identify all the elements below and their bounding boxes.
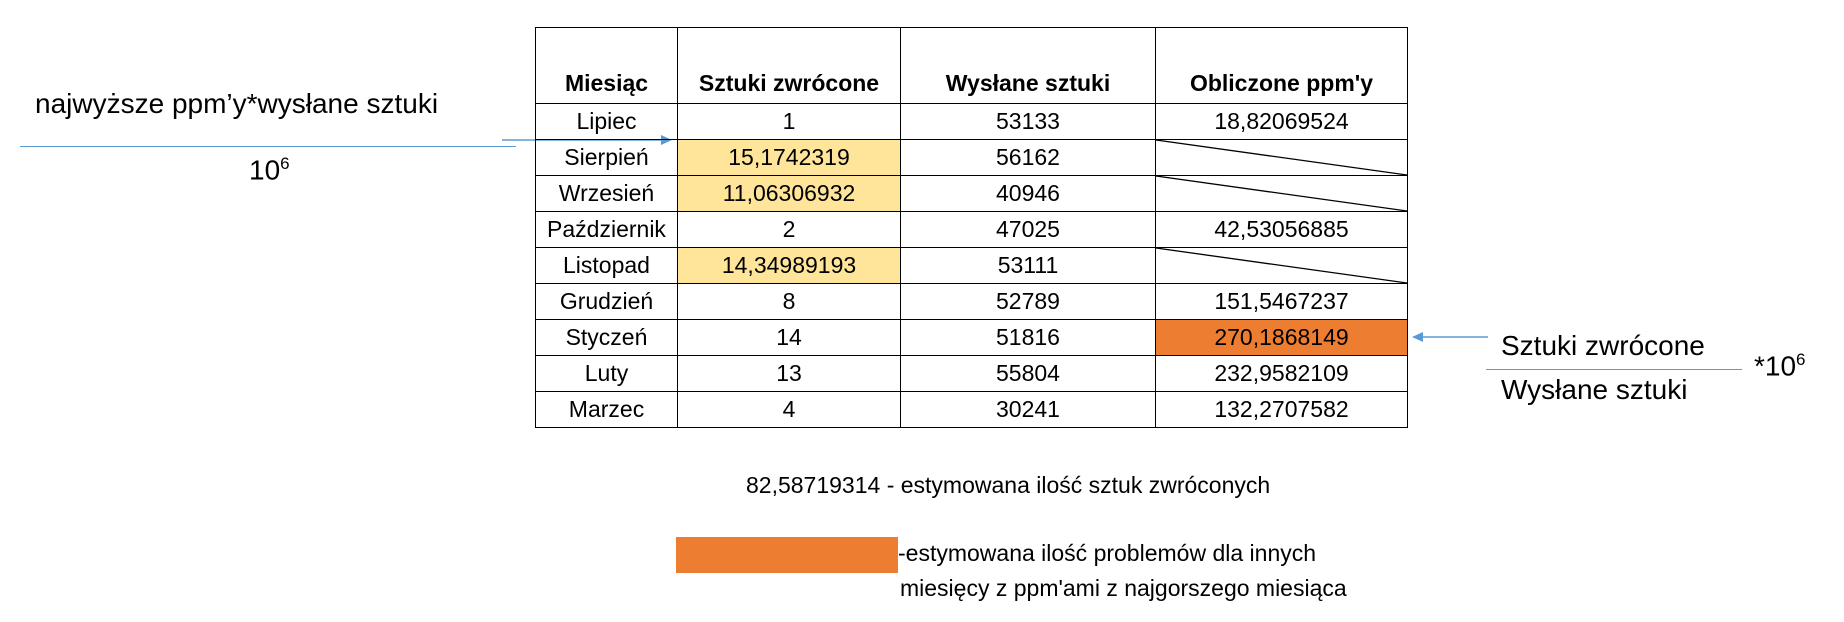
cell-month: Lipiec — [535, 103, 678, 140]
estimate-line: 82,58719314 - estymowana ilość sztuk zwr… — [746, 472, 1271, 498]
cell-shipped: 56162 — [900, 139, 1156, 176]
table-row: Styczeń 14 51816 270,1868149 — [535, 319, 1408, 356]
cell-ppm: 151,5467237 — [1155, 283, 1408, 320]
cell-ppm: 42,53056885 — [1155, 211, 1408, 248]
diagonal-slash — [1156, 248, 1407, 283]
table-row: Sierpień 15,1742319 56162 — [535, 139, 1408, 176]
cell-shipped: 51816 — [900, 319, 1156, 356]
right-formula-multiplier: *106 — [1754, 350, 1806, 382]
table-row: Lipiec 1 53133 18,82069524 — [535, 103, 1408, 140]
left-formula-fraction-line — [20, 146, 516, 147]
cell-month: Marzec — [535, 391, 678, 428]
cell-ppm: 132,2707582 — [1155, 391, 1408, 428]
cell-returned: 4 — [677, 391, 901, 428]
cell-returned-estimated: 11,06306932 — [677, 175, 901, 212]
legend-swatch-orange — [676, 537, 898, 573]
right-formula-fraction-line — [1486, 369, 1742, 370]
table-row: Luty 13 55804 232,9582109 — [535, 355, 1408, 392]
table-row: Grudzień 8 52789 151,5467237 — [535, 283, 1408, 320]
header-ppm: Obliczone ppm'y — [1155, 27, 1408, 104]
diagonal-slash — [1156, 140, 1407, 175]
cell-returned: 14 — [677, 319, 901, 356]
diagonal-slash — [1156, 176, 1407, 211]
cell-returned-estimated: 15,1742319 — [677, 139, 901, 176]
cell-shipped: 47025 — [900, 211, 1156, 248]
right-arrow — [1412, 332, 1488, 342]
ppm-table: Miesiąc Sztuki zwrócone Wysłane sztuki O… — [535, 27, 1408, 428]
cell-returned: 1 — [677, 103, 901, 140]
left-formula-denominator: 106 — [249, 154, 290, 186]
cell-ppm: 232,9582109 — [1155, 355, 1408, 392]
header-returned: Sztuki zwrócone — [677, 27, 901, 104]
legend-line-1: -estymowana ilość problemów dla innych — [898, 540, 1317, 566]
cell-month: Sierpień — [535, 139, 678, 176]
cell-month: Grudzień — [535, 283, 678, 320]
table-row: Październik 2 47025 42,53056885 — [535, 211, 1408, 248]
right-formula-numerator: Sztuki zwrócone — [1501, 330, 1705, 361]
right-formula-denominator: Wysłane sztuki — [1501, 374, 1688, 405]
table-row: Wrzesień 11,06306932 40946 — [535, 175, 1408, 212]
cell-month: Październik — [535, 211, 678, 248]
cell-returned: 8 — [677, 283, 901, 320]
table-row: Marzec 4 30241 132,2707582 — [535, 391, 1408, 428]
cell-ppm-crossed — [1155, 139, 1408, 176]
cell-shipped: 52789 — [900, 283, 1156, 320]
cell-ppm-crossed — [1155, 247, 1408, 284]
table-row: Listopad 14,34989193 53111 — [535, 247, 1408, 284]
cell-ppm-crossed — [1155, 175, 1408, 212]
cell-shipped: 55804 — [900, 355, 1156, 392]
legend-line-2: miesięcy z ppm'ami z najgorszego miesiąc… — [900, 575, 1347, 601]
cell-shipped: 53133 — [900, 103, 1156, 140]
cell-returned: 13 — [677, 355, 901, 392]
cell-month: Luty — [535, 355, 678, 392]
cell-shipped: 53111 — [900, 247, 1156, 284]
cell-month: Styczeń — [535, 319, 678, 356]
cell-returned-estimated: 14,34989193 — [677, 247, 901, 284]
cell-shipped: 40946 — [900, 175, 1156, 212]
cell-returned: 2 — [677, 211, 901, 248]
cell-ppm-highest: 270,1868149 — [1155, 319, 1408, 356]
header-month: Miesiąc — [535, 27, 678, 104]
cell-shipped: 30241 — [900, 391, 1156, 428]
cell-month: Wrzesień — [535, 175, 678, 212]
left-formula-numerator: najwyższe ppm’y*wysłane sztuki — [35, 88, 439, 119]
cell-month: Listopad — [535, 247, 678, 284]
table-header-row: Miesiąc Sztuki zwrócone Wysłane sztuki O… — [535, 27, 1408, 104]
header-shipped: Wysłane sztuki — [900, 27, 1156, 104]
cell-ppm: 18,82069524 — [1155, 103, 1408, 140]
